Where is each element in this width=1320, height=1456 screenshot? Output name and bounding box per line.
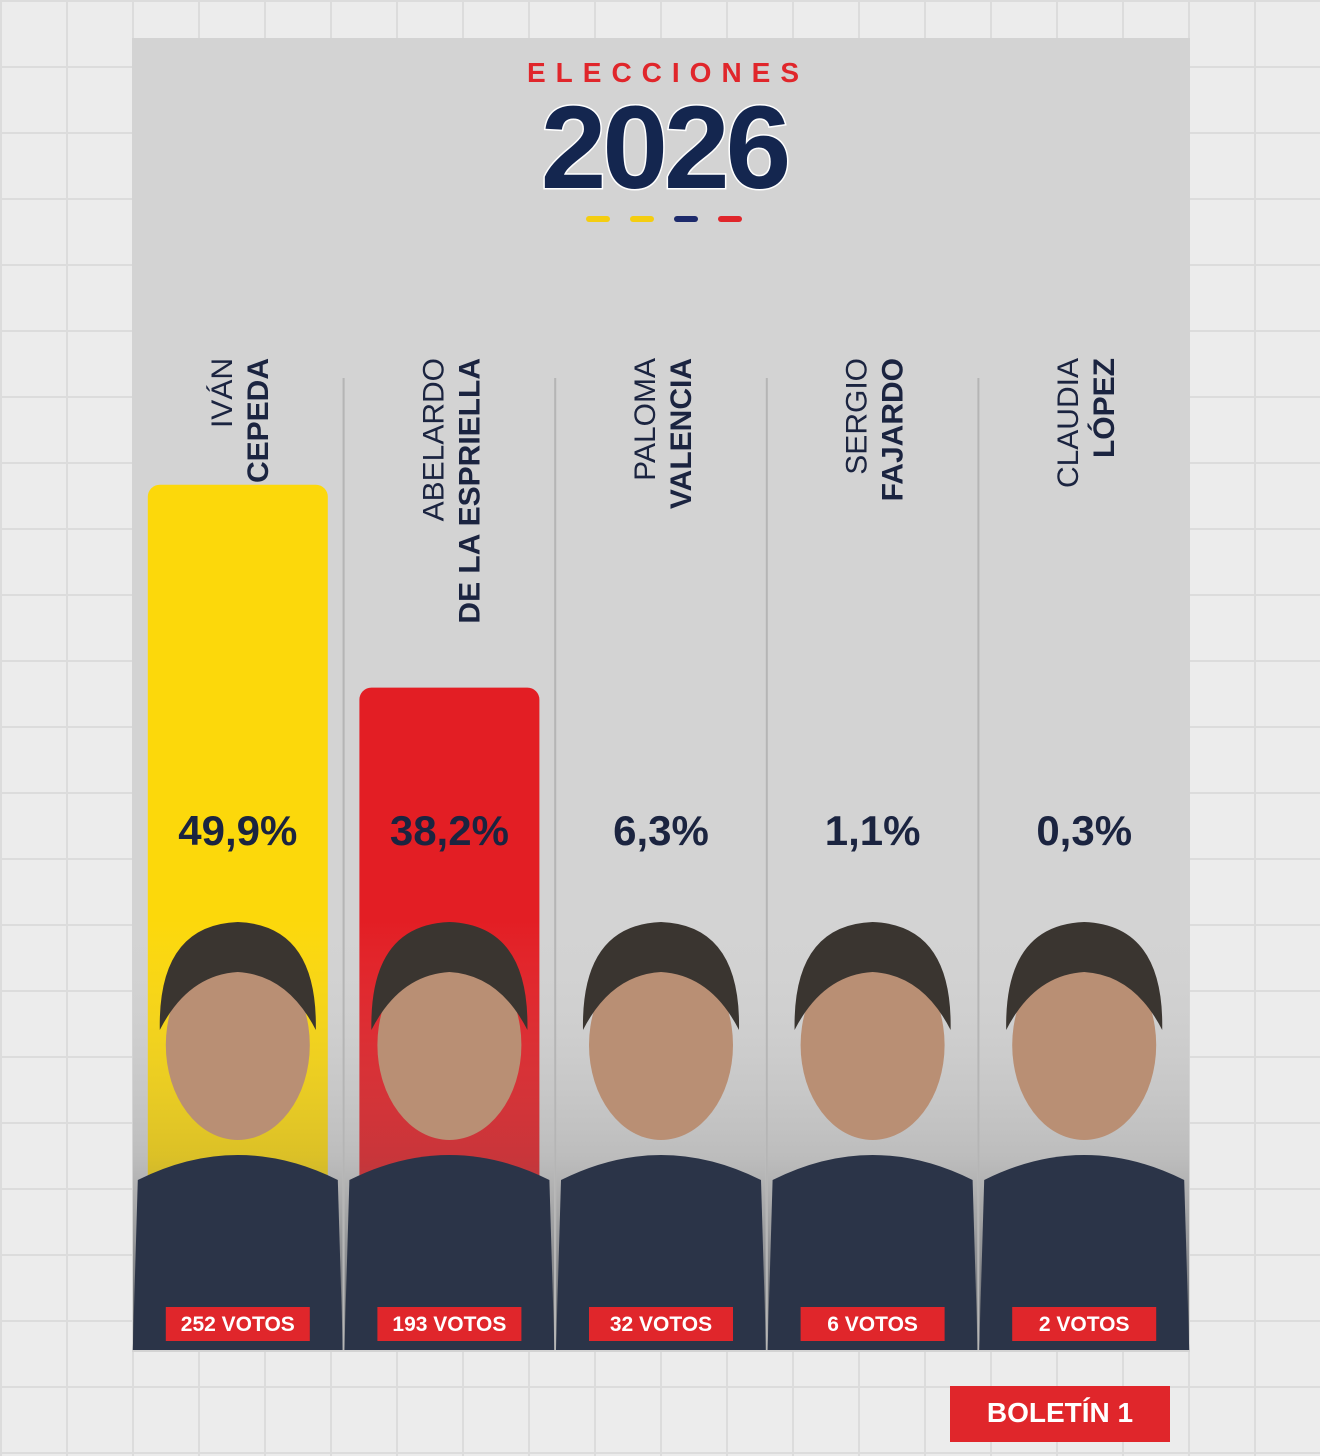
photo-head xyxy=(165,950,310,1140)
photo-hair xyxy=(582,922,740,1030)
photo-head xyxy=(1012,950,1157,1140)
first-name: SERGIO xyxy=(841,358,874,475)
photo-hair xyxy=(371,922,528,1030)
vote-label: 2 VOTOS xyxy=(1039,1313,1130,1336)
value-label: 49,9% xyxy=(178,807,297,854)
photo-head xyxy=(589,950,733,1140)
photo-body xyxy=(979,1155,1190,1350)
surname: VALENCIA xyxy=(665,358,698,509)
photo-head xyxy=(800,950,945,1140)
footer: BOLETÍN 1 xyxy=(987,1397,1133,1428)
first-name: IVÁN xyxy=(206,358,239,428)
photo-head xyxy=(377,950,522,1140)
photo-body xyxy=(767,1155,978,1350)
candidate-photo xyxy=(767,920,978,1350)
vote-badge xyxy=(800,1307,945,1341)
candidate-photo xyxy=(132,920,343,1350)
first-name: CLAUDIA xyxy=(1052,358,1085,488)
chart-title: 2026 xyxy=(541,82,788,214)
title-dashes xyxy=(586,216,742,222)
vote-label: 6 VOTOS xyxy=(827,1313,918,1336)
value-label: 0,3% xyxy=(1036,807,1132,854)
photo-body xyxy=(132,1155,343,1350)
vote-badge xyxy=(377,1307,522,1341)
header: ELECCIONES xyxy=(527,57,809,88)
candidate-photo xyxy=(556,920,766,1350)
candidate-photo xyxy=(979,920,1190,1350)
vote-badge xyxy=(165,1307,310,1341)
first-name: ABELARDO xyxy=(417,358,450,521)
surname: DE LA ESPRIELLA xyxy=(453,358,486,624)
photo-hair xyxy=(159,922,316,1030)
surname: FAJARDO xyxy=(877,358,910,501)
photo-body xyxy=(556,1155,766,1350)
vote-label: 252 VOTOS xyxy=(181,1313,295,1336)
vote-label: 193 VOTOS xyxy=(392,1313,506,1336)
surname: CEPEDA xyxy=(242,358,275,483)
candidate-photo xyxy=(344,920,555,1350)
photo-hair xyxy=(794,922,951,1030)
vote-badge xyxy=(1012,1307,1157,1341)
vote-badge xyxy=(589,1307,733,1341)
value-label: 38,2% xyxy=(390,807,509,854)
first-name: PALOMA xyxy=(629,358,662,481)
value-label: 1,1% xyxy=(825,807,921,854)
photo-hair xyxy=(1006,922,1163,1030)
footer-badge xyxy=(950,1386,1170,1442)
vote-label: 32 VOTOS xyxy=(610,1313,712,1336)
surname: LÓPEZ xyxy=(1087,358,1121,458)
photo-body xyxy=(344,1155,555,1350)
value-label: 6,3% xyxy=(613,807,709,854)
